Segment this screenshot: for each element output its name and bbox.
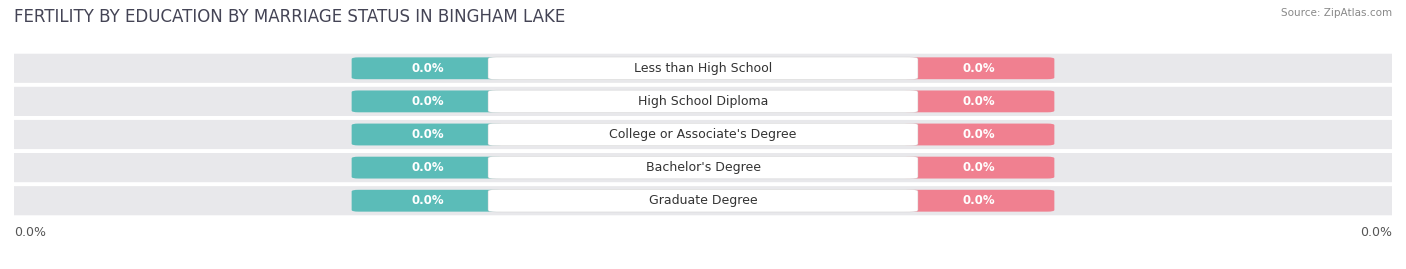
FancyBboxPatch shape [488, 57, 918, 80]
Text: 0.0%: 0.0% [1360, 225, 1392, 239]
Text: 0.0%: 0.0% [962, 62, 995, 75]
Text: Graduate Degree: Graduate Degree [648, 194, 758, 207]
FancyBboxPatch shape [352, 123, 503, 146]
FancyBboxPatch shape [352, 190, 503, 212]
FancyBboxPatch shape [488, 90, 918, 113]
Text: 0.0%: 0.0% [14, 225, 46, 239]
Text: Less than High School: Less than High School [634, 62, 772, 75]
FancyBboxPatch shape [3, 153, 1403, 182]
FancyBboxPatch shape [903, 157, 1054, 179]
Text: 0.0%: 0.0% [962, 128, 995, 141]
Text: 0.0%: 0.0% [411, 128, 444, 141]
Text: 0.0%: 0.0% [962, 161, 995, 174]
Text: 0.0%: 0.0% [962, 194, 995, 207]
FancyBboxPatch shape [352, 90, 503, 112]
Text: 0.0%: 0.0% [411, 95, 444, 108]
Text: 0.0%: 0.0% [962, 95, 995, 108]
FancyBboxPatch shape [903, 90, 1054, 112]
Text: 0.0%: 0.0% [411, 161, 444, 174]
Text: High School Diploma: High School Diploma [638, 95, 768, 108]
FancyBboxPatch shape [488, 156, 918, 179]
FancyBboxPatch shape [488, 123, 918, 146]
FancyBboxPatch shape [3, 120, 1403, 149]
Text: College or Associate's Degree: College or Associate's Degree [609, 128, 797, 141]
FancyBboxPatch shape [3, 186, 1403, 215]
FancyBboxPatch shape [903, 190, 1054, 212]
Text: 0.0%: 0.0% [411, 194, 444, 207]
Text: Bachelor's Degree: Bachelor's Degree [645, 161, 761, 174]
Text: Source: ZipAtlas.com: Source: ZipAtlas.com [1281, 8, 1392, 18]
FancyBboxPatch shape [3, 54, 1403, 83]
FancyBboxPatch shape [903, 57, 1054, 79]
Text: FERTILITY BY EDUCATION BY MARRIAGE STATUS IN BINGHAM LAKE: FERTILITY BY EDUCATION BY MARRIAGE STATU… [14, 8, 565, 26]
FancyBboxPatch shape [352, 57, 503, 79]
FancyBboxPatch shape [352, 157, 503, 179]
FancyBboxPatch shape [3, 87, 1403, 116]
FancyBboxPatch shape [903, 123, 1054, 146]
FancyBboxPatch shape [488, 189, 918, 212]
Text: 0.0%: 0.0% [411, 62, 444, 75]
